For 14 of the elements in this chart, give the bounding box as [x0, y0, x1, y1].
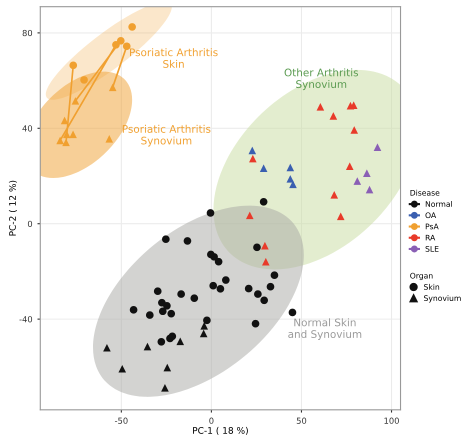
y-tick-label: 80 — [22, 30, 32, 36]
annotation: Normal Skin and Synovium — [288, 318, 362, 340]
y-tick-label: 0 — [28, 220, 32, 227]
annotation: Psoriatic Arthritis Skin — [130, 48, 218, 68]
y-tick-label: -40 — [19, 316, 32, 322]
y-tick-label: 40 — [22, 125, 32, 132]
x-tick-label: -50 — [114, 418, 128, 424]
annotation: Psoriatic Arthritis Synovium — [122, 124, 210, 147]
x-tick-label: 100 — [384, 418, 399, 424]
x-axis-title: PC-1 ( 18 %) — [193, 426, 248, 435]
annotation: Other Arthritis Synovium — [284, 68, 358, 90]
x-tick-label: 0 — [209, 418, 214, 424]
y-axis-title: PC-2 ( 12 %) — [8, 180, 17, 236]
x-tick-label: 50 — [296, 418, 306, 424]
